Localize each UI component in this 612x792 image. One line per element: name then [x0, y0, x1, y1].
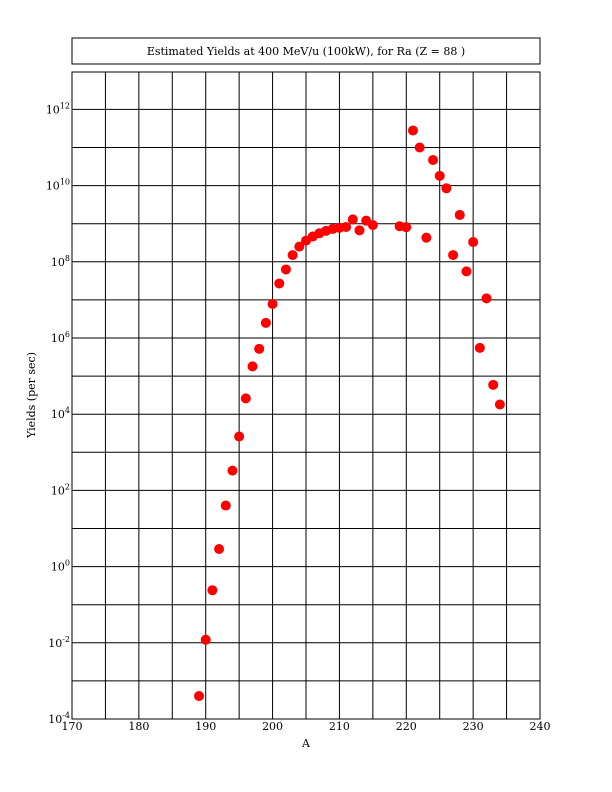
grid — [72, 63, 540, 719]
data-point — [200, 634, 211, 645]
data-point — [494, 399, 505, 410]
data-point — [254, 343, 265, 354]
data-point — [347, 214, 358, 225]
y-tick-label: 106 — [51, 330, 70, 345]
data-point — [454, 209, 465, 220]
data-point — [488, 379, 499, 390]
data-point — [434, 170, 445, 181]
y-tick-label: 1012 — [46, 101, 70, 116]
data-point — [267, 299, 278, 310]
data-point — [227, 465, 238, 476]
title-frame — [71, 37, 541, 65]
data-point — [448, 250, 459, 261]
x-tick-label: 210 — [329, 720, 350, 733]
data-point — [280, 264, 291, 275]
data-point — [294, 241, 305, 252]
chart-title: Estimated Yields at 400 MeV/u (100kW), f… — [147, 45, 465, 58]
data-point — [414, 142, 425, 153]
data-point — [461, 266, 472, 277]
x-tick-label: 180 — [128, 720, 149, 733]
data-point — [214, 543, 225, 554]
data-point — [274, 278, 285, 289]
data-point — [407, 125, 418, 136]
x-tick-label: 190 — [195, 720, 216, 733]
data-point — [220, 500, 231, 511]
x-tick-label: 200 — [262, 720, 283, 733]
x-tick-label: 240 — [530, 720, 551, 733]
data-points — [194, 125, 505, 702]
x-tick-label: 220 — [396, 720, 417, 733]
y-tick-label: 1010 — [46, 178, 70, 193]
data-point — [240, 393, 251, 404]
data-point — [401, 222, 412, 233]
y-tick-label: 104 — [51, 406, 70, 421]
x-tick-label: 230 — [463, 720, 484, 733]
data-point — [474, 342, 485, 353]
y-tick-label: 10-2 — [48, 635, 70, 650]
y-tick-label: 10-4 — [48, 711, 70, 726]
data-point — [260, 317, 271, 328]
plot-frame — [71, 71, 541, 720]
data-point — [341, 221, 352, 232]
data-point — [287, 250, 298, 261]
x-tick-labels: 170 180 190 200 210 220 230 240 — [62, 720, 551, 733]
data-point — [207, 585, 218, 596]
data-point — [234, 431, 245, 442]
y-tick-label: 100 — [51, 559, 70, 574]
y-tick-label: 108 — [51, 254, 70, 269]
x-axis-label: A — [301, 737, 311, 750]
y-tick-label: 102 — [51, 482, 70, 497]
data-point — [428, 154, 439, 165]
title-box: Estimated Yields at 400 MeV/u (100kW), f… — [71, 37, 541, 65]
data-point — [421, 232, 432, 243]
data-point — [481, 293, 492, 304]
data-point — [247, 361, 258, 372]
x-tick-label: 170 — [62, 720, 83, 733]
y-tick-labels: 10-4 10-2 100 102 104 106 108 1010 1012 — [46, 101, 70, 726]
y-axis-label: Yields (per sec) — [25, 352, 38, 439]
data-point — [367, 220, 378, 231]
data-point — [194, 691, 205, 702]
data-point — [441, 183, 452, 194]
data-point — [354, 225, 365, 236]
data-point — [468, 237, 479, 248]
